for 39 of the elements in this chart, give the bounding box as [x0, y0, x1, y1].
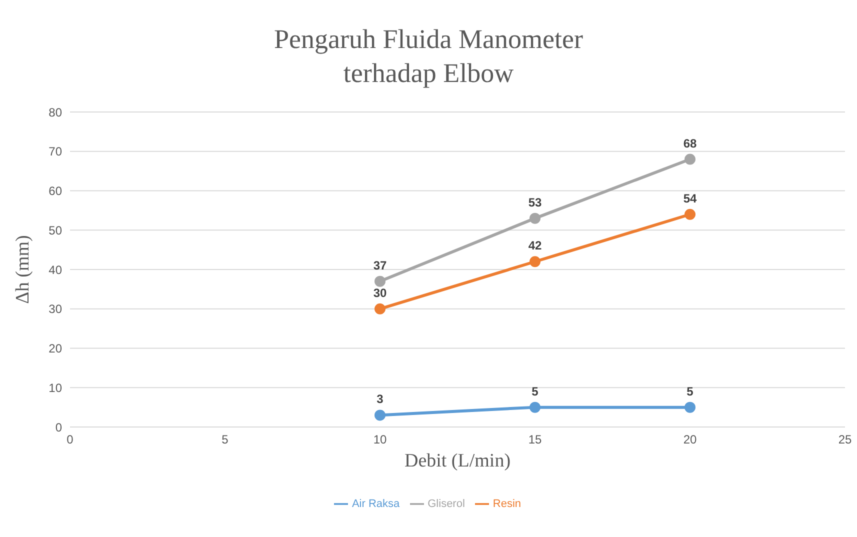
x-tick-label: 10	[373, 432, 387, 447]
data-label: 54	[683, 191, 697, 206]
y-tick-label: 0	[55, 420, 62, 434]
data-label: 53	[528, 195, 542, 210]
chart-title: Pengaruh Fluida Manometer terhadap Elbow	[273, 23, 584, 90]
point	[684, 208, 696, 220]
data-label: 42	[528, 238, 542, 253]
y-tick-label: 60	[48, 184, 62, 198]
y-axis-title: Δh (mm)	[12, 235, 34, 304]
x-tick-label: 15	[528, 432, 542, 447]
point	[684, 402, 696, 413]
x-axis-title: Debit (L/min)	[404, 450, 511, 472]
data-label: 5	[686, 384, 694, 398]
y-tick-label: 80	[48, 105, 62, 120]
point	[374, 303, 386, 314]
point	[374, 410, 386, 421]
x-tick-label: 20	[683, 432, 697, 447]
y-tick-label: 50	[48, 223, 62, 238]
x-tick-label: 25	[838, 432, 852, 447]
y-tick-label: 40	[48, 262, 62, 277]
data-label: 30	[373, 286, 387, 300]
x-tick-label: 0	[66, 432, 74, 447]
legend-label: Air Raksa	[352, 498, 400, 510]
x-tick-label: 5	[222, 432, 229, 447]
y-tick-label: 30	[48, 302, 62, 316]
y-tick-label: 10	[48, 380, 62, 395]
data-label: 37	[373, 258, 387, 272]
point	[684, 154, 696, 165]
point	[530, 256, 540, 268]
legend-label: Gliserol	[428, 498, 465, 510]
data-label: 5	[532, 384, 539, 398]
y-tick-label: 70	[48, 144, 62, 159]
point	[374, 276, 386, 287]
point	[530, 402, 540, 413]
data-label: 68	[683, 136, 697, 150]
data-label: 3	[376, 392, 384, 406]
y-tick-label: 20	[48, 342, 62, 356]
legend-label: Resin	[492, 498, 522, 510]
point	[530, 212, 540, 224]
